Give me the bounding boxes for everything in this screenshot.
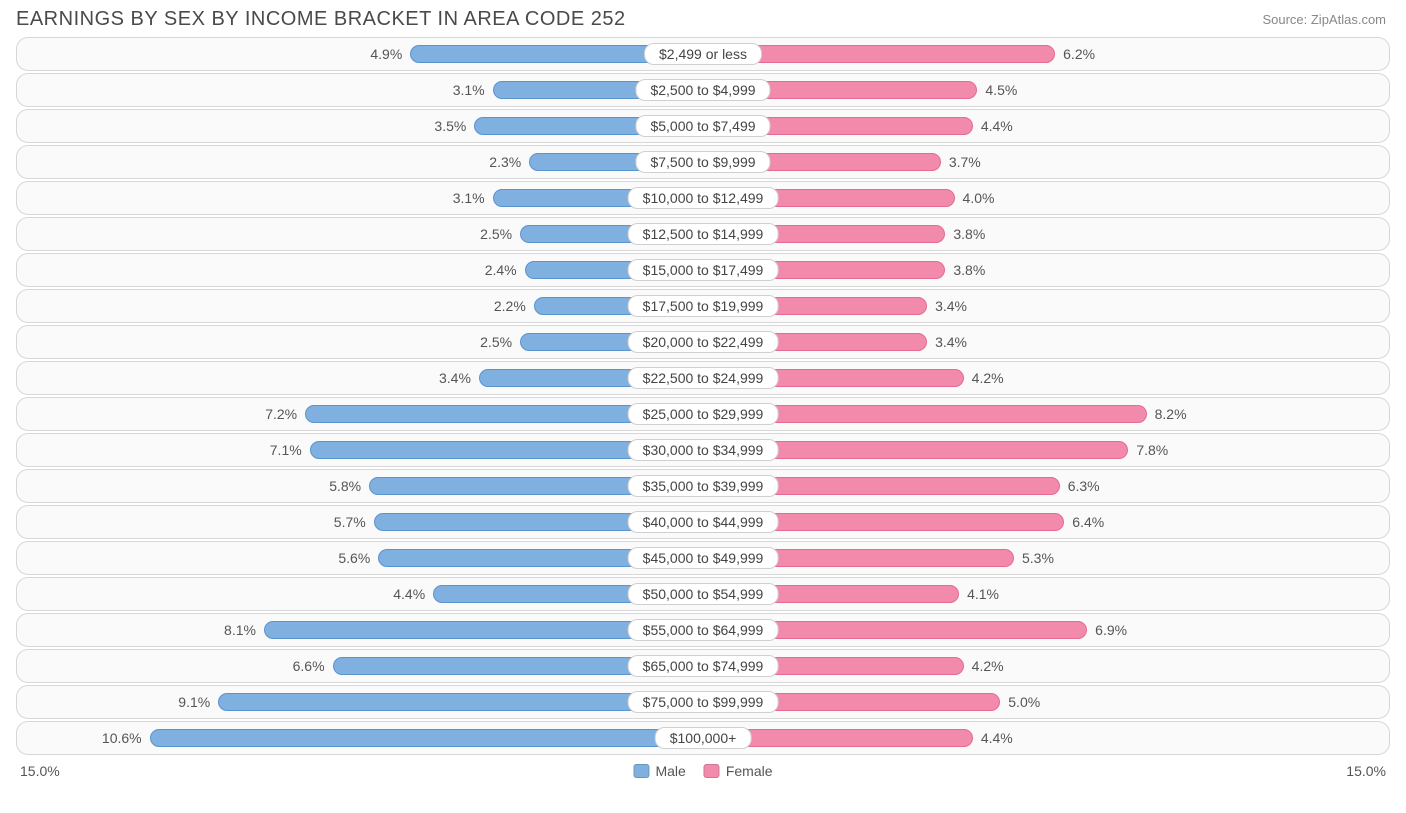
chart-row: $22,500 to $24,999 3.4% 4.2% (16, 361, 1390, 395)
male-percent: 7.2% (265, 406, 305, 422)
bracket-label: $100,000+ (655, 727, 752, 749)
female-percent: 3.8% (945, 262, 985, 278)
chart-row: $100,000+ 10.6% 4.4% (16, 721, 1390, 755)
chart-header: EARNINGS BY SEX BY INCOME BRACKET IN ARE… (0, 0, 1406, 37)
chart-footer: 15.0% Male Female 15.0% (0, 757, 1406, 779)
female-percent: 4.0% (955, 190, 995, 206)
bracket-label: $50,000 to $54,999 (628, 583, 779, 605)
female-percent: 6.2% (1055, 46, 1095, 62)
female-percent: 6.9% (1087, 622, 1127, 638)
male-swatch-icon (633, 764, 649, 778)
male-percent: 2.5% (480, 226, 520, 242)
bracket-label: $75,000 to $99,999 (628, 691, 779, 713)
bracket-label: $20,000 to $22,499 (628, 331, 779, 353)
male-percent: 3.5% (434, 118, 474, 134)
chart-row: $55,000 to $64,999 8.1% 6.9% (16, 613, 1390, 647)
bracket-label: $65,000 to $74,999 (628, 655, 779, 677)
male-percent: 2.4% (485, 262, 525, 278)
female-percent: 3.8% (945, 226, 985, 242)
chart-row: $35,000 to $39,999 5.8% 6.3% (16, 469, 1390, 503)
bracket-label: $5,000 to $7,499 (635, 115, 770, 137)
chart-row: $2,499 or less 4.9% 6.2% (16, 37, 1390, 71)
bracket-label: $10,000 to $12,499 (628, 187, 779, 209)
bracket-label: $2,499 or less (644, 43, 762, 65)
bracket-label: $15,000 to $17,499 (628, 259, 779, 281)
legend-female: Female (704, 763, 773, 779)
male-percent: 2.3% (489, 154, 529, 170)
chart-row: $45,000 to $49,999 5.6% 5.3% (16, 541, 1390, 575)
bracket-label: $35,000 to $39,999 (628, 475, 779, 497)
female-percent: 7.8% (1128, 442, 1168, 458)
bracket-label: $55,000 to $64,999 (628, 619, 779, 641)
bracket-label: $17,500 to $19,999 (628, 295, 779, 317)
chart-row: $25,000 to $29,999 7.2% 8.2% (16, 397, 1390, 431)
chart-row: $10,000 to $12,499 3.1% 4.0% (16, 181, 1390, 215)
female-percent: 5.0% (1000, 694, 1040, 710)
male-percent: 8.1% (224, 622, 264, 638)
male-percent: 5.7% (334, 514, 374, 530)
bracket-label: $22,500 to $24,999 (628, 367, 779, 389)
chart-row: $40,000 to $44,999 5.7% 6.4% (16, 505, 1390, 539)
male-percent: 7.1% (270, 442, 310, 458)
female-percent: 4.1% (959, 586, 999, 602)
male-percent: 5.6% (338, 550, 378, 566)
male-bar (150, 729, 703, 747)
male-percent: 3.4% (439, 370, 479, 386)
female-percent: 4.4% (973, 730, 1013, 746)
bracket-label: $45,000 to $49,999 (628, 547, 779, 569)
male-percent: 6.6% (293, 658, 333, 674)
female-percent: 6.3% (1060, 478, 1100, 494)
male-percent: 2.2% (494, 298, 534, 314)
male-percent: 2.5% (480, 334, 520, 350)
bracket-label: $25,000 to $29,999 (628, 403, 779, 425)
chart-row: $65,000 to $74,999 6.6% 4.2% (16, 649, 1390, 683)
female-swatch-icon (704, 764, 720, 778)
female-percent: 8.2% (1147, 406, 1187, 422)
female-percent: 4.4% (973, 118, 1013, 134)
chart-source: Source: ZipAtlas.com (1262, 12, 1386, 27)
bracket-label: $30,000 to $34,999 (628, 439, 779, 461)
chart-row: $75,000 to $99,999 9.1% 5.0% (16, 685, 1390, 719)
male-percent: 5.8% (329, 478, 369, 494)
bracket-label: $40,000 to $44,999 (628, 511, 779, 533)
axis-right-label: 15.0% (1346, 763, 1386, 779)
chart-row: $5,000 to $7,499 3.5% 4.4% (16, 109, 1390, 143)
male-percent: 3.1% (453, 190, 493, 206)
female-percent: 5.3% (1014, 550, 1054, 566)
female-percent: 4.2% (964, 370, 1004, 386)
male-percent: 3.1% (453, 82, 493, 98)
chart-title: EARNINGS BY SEX BY INCOME BRACKET IN ARE… (16, 8, 626, 31)
female-percent: 3.4% (927, 298, 967, 314)
bracket-label: $12,500 to $14,999 (628, 223, 779, 245)
chart-row: $2,500 to $4,999 3.1% 4.5% (16, 73, 1390, 107)
bracket-label: $2,500 to $4,999 (635, 79, 770, 101)
bracket-label: $7,500 to $9,999 (635, 151, 770, 173)
male-percent: 9.1% (178, 694, 218, 710)
legend-male-label: Male (655, 763, 685, 779)
chart-row: $7,500 to $9,999 2.3% 3.7% (16, 145, 1390, 179)
male-percent: 10.6% (102, 730, 150, 746)
female-percent: 6.4% (1064, 514, 1104, 530)
chart-row: $12,500 to $14,999 2.5% 3.8% (16, 217, 1390, 251)
axis-left-label: 15.0% (20, 763, 60, 779)
chart-row: $30,000 to $34,999 7.1% 7.8% (16, 433, 1390, 467)
chart-row: $50,000 to $54,999 4.4% 4.1% (16, 577, 1390, 611)
female-percent: 4.2% (964, 658, 1004, 674)
chart-row: $17,500 to $19,999 2.2% 3.4% (16, 289, 1390, 323)
female-percent: 4.5% (977, 82, 1017, 98)
chart-body: $2,499 or less 4.9% 6.2% $2,500 to $4,999 3.… (0, 37, 1406, 755)
male-percent: 4.9% (370, 46, 410, 62)
legend-male: Male (633, 763, 685, 779)
male-percent: 4.4% (393, 586, 433, 602)
legend-female-label: Female (726, 763, 773, 779)
female-percent: 3.4% (927, 334, 967, 350)
chart-row: $15,000 to $17,499 2.4% 3.8% (16, 253, 1390, 287)
chart-row: $20,000 to $22,499 2.5% 3.4% (16, 325, 1390, 359)
female-percent: 3.7% (941, 154, 981, 170)
legend: Male Female (633, 763, 772, 779)
